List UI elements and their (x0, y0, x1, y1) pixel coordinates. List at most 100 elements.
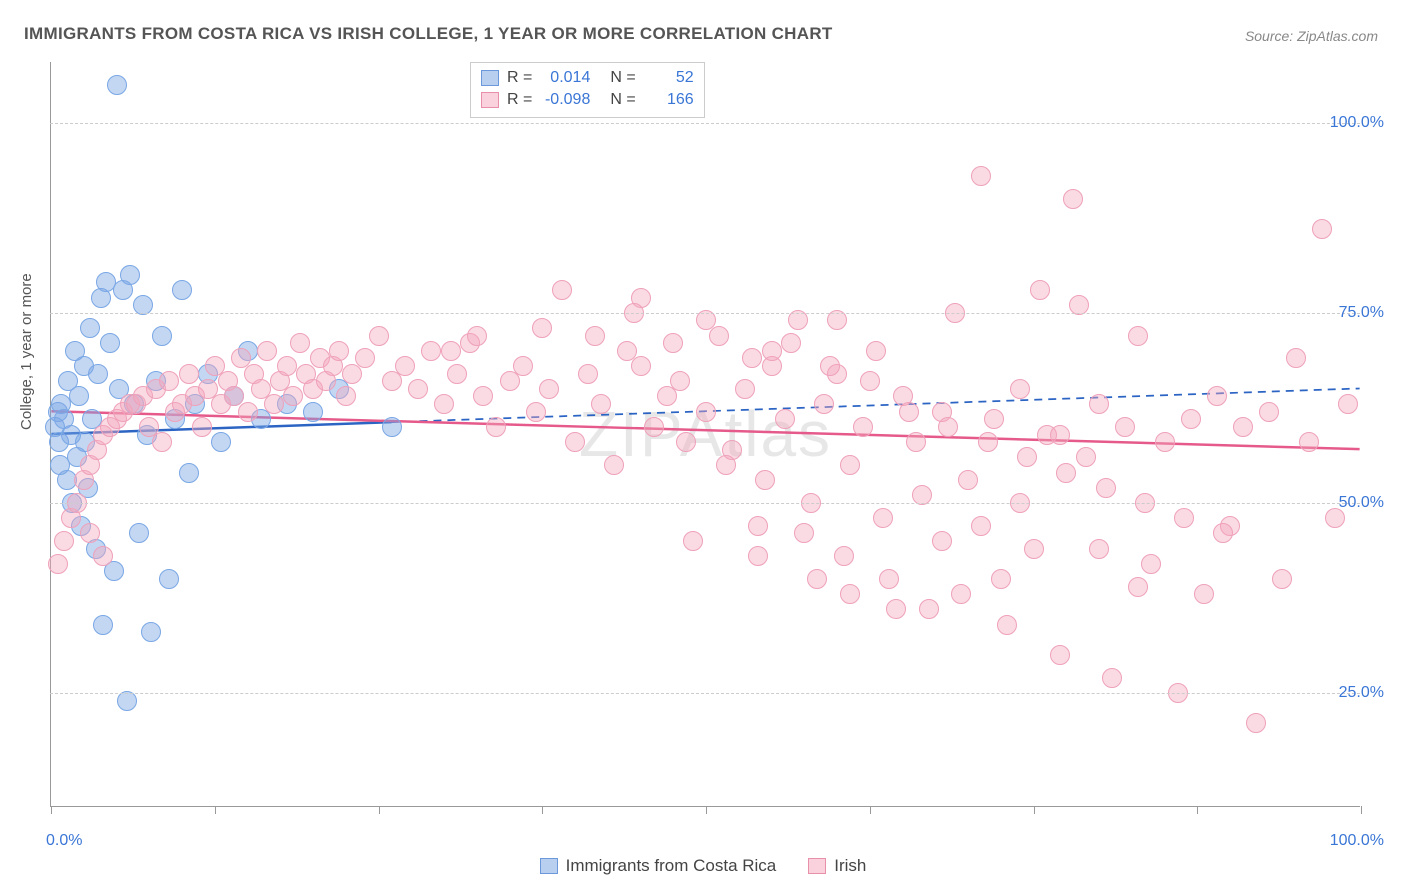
scatter-point (834, 546, 854, 566)
scatter-point (958, 470, 978, 490)
scatter-point (1128, 326, 1148, 346)
scatter-point (991, 569, 1011, 589)
scatter-point (899, 402, 919, 422)
scatter-point (1338, 394, 1358, 414)
scatter-point (735, 379, 755, 399)
scatter-point (932, 531, 952, 551)
scatter-point (69, 386, 89, 406)
scatter-point (264, 394, 284, 414)
scatter-point (1272, 569, 1292, 589)
y-tick-label: 25.0% (1339, 684, 1384, 702)
scatter-point (578, 364, 598, 384)
legend-correlation-row: R =-0.098N =166 (481, 89, 694, 111)
scatter-point (644, 417, 664, 437)
scatter-point (526, 402, 546, 422)
scatter-point (1174, 508, 1194, 528)
scatter-point (1030, 280, 1050, 300)
legend-swatch (481, 92, 499, 108)
scatter-point (107, 75, 127, 95)
scatter-point (93, 615, 113, 635)
scatter-point (807, 569, 827, 589)
y-tick-label: 50.0% (1339, 494, 1384, 512)
legend-r-value: -0.098 (540, 89, 590, 111)
scatter-point (179, 463, 199, 483)
scatter-point (716, 455, 736, 475)
scatter-point (591, 394, 611, 414)
scatter-point (1089, 539, 1109, 559)
scatter-point (257, 341, 277, 361)
scatter-point (696, 402, 716, 422)
scatter-point (585, 326, 605, 346)
scatter-point (408, 379, 428, 399)
scatter-point (1017, 447, 1037, 467)
legend-series-name: Immigrants from Costa Rica (566, 856, 777, 876)
gridline-h (50, 693, 1360, 694)
scatter-point (1233, 417, 1253, 437)
scatter-point (467, 326, 487, 346)
scatter-point (814, 394, 834, 414)
scatter-point (395, 356, 415, 376)
scatter-point (277, 356, 297, 376)
scatter-point (1102, 668, 1122, 688)
scatter-point (676, 432, 696, 452)
scatter-point (1089, 394, 1109, 414)
scatter-point (447, 364, 467, 384)
scatter-point (129, 523, 149, 543)
scatter-point (355, 348, 375, 368)
series-legend: Immigrants from Costa Rica Irish (0, 856, 1406, 876)
legend-n-label: N = (610, 67, 635, 89)
scatter-point (775, 409, 795, 429)
scatter-point (539, 379, 559, 399)
scatter-point (1286, 348, 1306, 368)
scatter-point (984, 409, 1004, 429)
legend-n-label: N = (610, 89, 635, 111)
scatter-point (1096, 478, 1116, 498)
scatter-point (781, 333, 801, 353)
y-axis-label: College, 1 year or more (18, 273, 35, 430)
y-tick-label: 75.0% (1339, 304, 1384, 322)
scatter-point (192, 417, 212, 437)
x-tick (542, 806, 543, 814)
legend-r-label: R = (507, 67, 532, 89)
scatter-point (1194, 584, 1214, 604)
scatter-point (748, 516, 768, 536)
scatter-point (552, 280, 572, 300)
scatter-point (290, 333, 310, 353)
scatter-point (1155, 432, 1175, 452)
scatter-point (1246, 713, 1266, 733)
legend-series-item: Irish (808, 856, 866, 876)
x-axis-right-label: 100.0% (1330, 832, 1384, 850)
scatter-point (152, 432, 172, 452)
scatter-point (473, 386, 493, 406)
scatter-point (794, 523, 814, 543)
scatter-point (421, 341, 441, 361)
scatter-point (873, 508, 893, 528)
gridline-h (50, 123, 1360, 124)
scatter-point (434, 394, 454, 414)
scatter-point (120, 265, 140, 285)
scatter-point (283, 386, 303, 406)
scatter-point (748, 546, 768, 566)
x-tick (1197, 806, 1198, 814)
scatter-point (141, 622, 161, 642)
scatter-point (879, 569, 899, 589)
scatter-point (663, 333, 683, 353)
scatter-point (853, 417, 873, 437)
scatter-point (1024, 539, 1044, 559)
scatter-point (336, 386, 356, 406)
chart-plot-area: ZIPAtlas (50, 62, 1360, 807)
scatter-point (670, 371, 690, 391)
scatter-point (1115, 417, 1135, 437)
scatter-point (1063, 189, 1083, 209)
scatter-point (840, 584, 860, 604)
scatter-point (860, 371, 880, 391)
x-tick (706, 806, 707, 814)
legend-swatch (540, 858, 558, 874)
legend-swatch (808, 858, 826, 874)
scatter-point (80, 523, 100, 543)
scatter-point (1141, 554, 1161, 574)
scatter-point (1259, 402, 1279, 422)
legend-correlation-row: R =0.014N =52 (481, 67, 694, 89)
scatter-point (179, 364, 199, 384)
scatter-point (1207, 386, 1227, 406)
